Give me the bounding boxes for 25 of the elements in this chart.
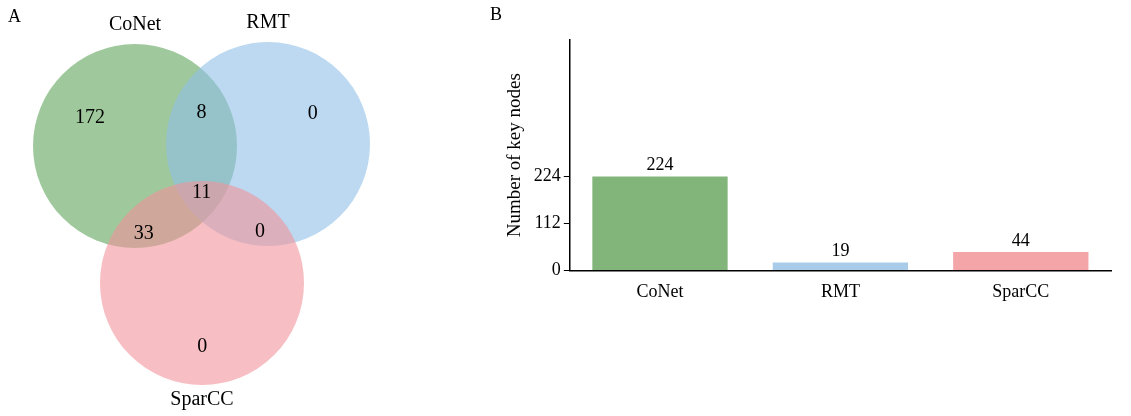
text: 172 [75, 104, 105, 127]
bar [592, 176, 728, 270]
text: 0 [197, 334, 208, 357]
category-label: RMT [246, 10, 290, 32]
text: 33 [133, 221, 154, 244]
text: 0 [307, 101, 318, 124]
text: 11 [192, 180, 212, 202]
y-tick-label: 112 [534, 212, 561, 233]
data-label: 44 [1011, 229, 1030, 250]
x-tick-label: RMT [820, 280, 860, 301]
x-tick-label: CoNet [636, 280, 684, 301]
y-tick-label: 224 [533, 165, 561, 186]
text: 8 [196, 99, 207, 122]
category-label: CoNet [108, 12, 162, 34]
y-axis-title: Number of key nodes [503, 73, 525, 238]
bar [953, 251, 1089, 270]
data-label: 19 [831, 240, 850, 261]
chart-title: B [490, 3, 503, 24]
data-label: 224 [646, 154, 674, 175]
bar [772, 262, 909, 270]
text: 0 [255, 219, 265, 242]
x-tick-label: SparCC [992, 280, 1050, 301]
text: A [8, 6, 21, 26]
category-label: SparCC [170, 387, 234, 410]
y-tick-label: 0 [551, 259, 561, 280]
